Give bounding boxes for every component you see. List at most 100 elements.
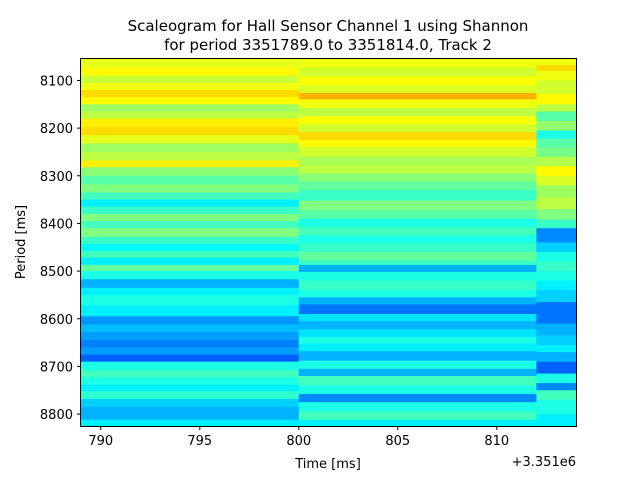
- heatmap-cell-col1-row44: [298, 419, 537, 427]
- heatmap-cell-col2-row19: [536, 242, 577, 253]
- heatmap-cell-col0-row18: [81, 199, 300, 208]
- x-tick-label: 800: [286, 434, 311, 449]
- heatmap-cell-col0-row42: [81, 384, 300, 392]
- heatmap-cell-col2-row5: [536, 104, 577, 112]
- heatmap-cell-col2-row3: [536, 80, 577, 95]
- heatmap-cell-col1-row26: [298, 272, 537, 282]
- heatmap-cell-col0-row30: [81, 287, 300, 296]
- y-tick-label: 8500: [40, 265, 73, 280]
- heatmap-cell-col2-row9: [536, 138, 577, 148]
- heatmap-cell-col1-row23: [298, 252, 537, 262]
- heatmap-cell-col0-row45: [81, 406, 300, 421]
- heatmap-cell-col0-row7: [81, 111, 300, 119]
- plot-frame: [80, 58, 577, 427]
- heatmap-cell-col0-row24: [81, 243, 300, 252]
- heatmap-cell-col0-row34: [81, 324, 300, 333]
- heatmap-cell-col0-row25: [81, 251, 300, 259]
- heatmap-cell-col0-row4: [81, 89, 300, 98]
- heatmap-cell-col0-row9: [81, 127, 300, 136]
- heatmap-cell-col0-row6: [81, 104, 300, 112]
- heatmap-cell-col0-row2: [81, 75, 300, 84]
- heatmap-cell-col2-row24: [536, 290, 577, 303]
- heatmap-cell-col0-row13: [81, 160, 300, 168]
- chart-title-line-1: Scaleogram for Hall Sensor Channel 1 usi…: [128, 17, 529, 35]
- heatmap-cell-col2-row7: [536, 120, 577, 131]
- heatmap-cell-col2-row14: [536, 185, 577, 198]
- heatmap-cell-col1-row35: [298, 343, 537, 352]
- y-axis-ticks: 8100 8200 8300 8400 8500 8600 8700 8800: [40, 74, 81, 423]
- y-axis-label: Period [ms]: [14, 205, 29, 279]
- heatmap-cell-col0-row19: [81, 206, 300, 215]
- heatmap-cell-col1-row22: [298, 243, 537, 253]
- heatmap-cell-col0-row1: [81, 67, 300, 77]
- heatmap-cell-col1-row21: [298, 235, 537, 244]
- heatmap-cell-col1-row8: [298, 124, 537, 133]
- heatmap-cell-col1-row2: [298, 76, 537, 86]
- heatmap-cell-col1-row39: [298, 375, 537, 386]
- heatmap-cell-col1-row43: [298, 411, 537, 421]
- heatmap-cell-col0-row32: [81, 305, 300, 317]
- heatmap-cell-col0-row29: [81, 279, 300, 289]
- heatmap-cell-col1-row25: [298, 264, 537, 273]
- heatmap-cell-col1-row16: [298, 190, 537, 201]
- heatmap-cell-col1-row24: [298, 260, 537, 266]
- heatmap-cell-col0-row10: [81, 135, 300, 144]
- y-tick-label: 8200: [40, 122, 73, 137]
- heatmap-cell-col2-row35: [536, 414, 577, 427]
- heatmap-cell-col2-row22: [536, 271, 577, 282]
- heatmap-cell-col1-row17: [298, 200, 537, 211]
- chart-title-line-2: for period 3351789.0 to 3351814.0, Track…: [164, 36, 492, 54]
- y-tick-label: 8300: [40, 170, 73, 185]
- heatmap-cell-col1-row38: [298, 368, 537, 377]
- x-tick-label: 790: [88, 434, 113, 449]
- heatmap-cell-col2-row33: [536, 390, 577, 401]
- heatmap-cell-col0-row35: [81, 332, 300, 341]
- heatmap-cell-col1-row36: [298, 351, 537, 362]
- heatmap-cell-col2-row13: [536, 175, 577, 186]
- heatmap-cell-col0-row20: [81, 213, 300, 222]
- heatmap-cell-col1-row15: [298, 181, 537, 191]
- x-axis-offset-label: +3.351e6: [512, 455, 576, 470]
- heatmap-cell-col1-row41: [298, 394, 537, 403]
- y-tick-label: 8600: [40, 313, 73, 328]
- heatmap-cell-col2-row6: [536, 111, 577, 122]
- heatmap-cells: [81, 59, 577, 427]
- x-axis-ticks: 790 795 800 805 810: [88, 426, 509, 449]
- heatmap-cell-col0-row15: [81, 175, 300, 185]
- heatmap-cell-col2-row17: [536, 219, 577, 229]
- heatmap-cell-col2-row23: [536, 280, 577, 291]
- y-tick-label: 8400: [40, 217, 73, 232]
- heatmap-cell-col1-row0: [298, 59, 537, 68]
- heatmap-cell-col0-row14: [81, 167, 300, 177]
- heatmap-cell-col2-row25: [536, 302, 577, 324]
- heatmap-cell-col0-row3: [81, 82, 300, 91]
- heatmap-cell-col0-row33: [81, 316, 300, 325]
- heatmap-cell-col1-row20: [298, 227, 537, 236]
- heatmap-cell-col1-row37: [298, 360, 537, 370]
- heatmap-cell-col0-row21: [81, 221, 300, 229]
- heatmap-cell-col2-row30: [536, 361, 577, 374]
- heatmap-cell-col2-row34: [536, 399, 577, 415]
- heatmap-cell-col0-row46: [81, 419, 300, 427]
- heatmap-cell-col1-row42: [298, 402, 537, 413]
- heatmap-cell-col2-row11: [536, 156, 577, 167]
- heatmap-cell-col1-row40: [298, 385, 537, 395]
- heatmap-cell-col0-row26: [81, 257, 300, 266]
- heatmap-cell-col1-row4: [298, 92, 537, 100]
- heatmap-cell-col1-row9: [298, 131, 537, 141]
- y-tick-label: 8700: [40, 360, 73, 375]
- heatmap-cell-col1-row11: [298, 147, 537, 158]
- heatmap-cell-col0-row38: [81, 354, 300, 363]
- heatmap-cell-col0-row23: [81, 236, 300, 245]
- heatmap-cell-col0-row44: [81, 398, 300, 408]
- heatmap-cell-col2-row15: [536, 197, 577, 210]
- heatmap-cell-col1-row30: [298, 304, 537, 315]
- heatmap-cell-col2-row21: [536, 261, 577, 272]
- heatmap-cell-col0-row37: [81, 347, 300, 355]
- heatmap-cell-col1-row6: [298, 108, 537, 117]
- y-tick-label: 8800: [40, 408, 73, 423]
- heatmap-cell-col1-row29: [298, 297, 537, 305]
- x-tick-label: 795: [187, 434, 212, 449]
- heatmap-cell-col1-row28: [298, 290, 537, 298]
